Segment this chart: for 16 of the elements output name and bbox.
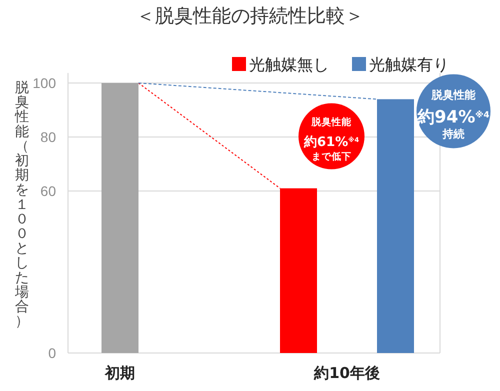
text: 持続 [442, 127, 464, 140]
legend-label: 光触媒無し [249, 55, 329, 74]
chart-title: ＜脱臭性能の持続性比較＞ [136, 5, 364, 27]
y-tick-label: 100 [32, 75, 56, 91]
x-tick-label: 約10年後 [313, 364, 380, 382]
annotation: 脱臭性能 [430, 88, 476, 102]
annotation: 脱臭性能 [310, 116, 352, 128]
annotation: 約61%$^{※4}$ [303, 134, 360, 150]
annotation: まで低下 [312, 150, 352, 162]
x-tick-label: 初期 [104, 364, 135, 382]
y-tick-label: 0 [48, 345, 56, 361]
y-tick-label: 80 [40, 129, 56, 145]
text: 脱臭性能（初期を１００とした場合） [15, 80, 29, 330]
annotation: 約94%$^{※4}$ [416, 108, 490, 128]
y-tick-label: 60 [40, 183, 56, 199]
legend-label: 光触媒有り [369, 55, 449, 74]
